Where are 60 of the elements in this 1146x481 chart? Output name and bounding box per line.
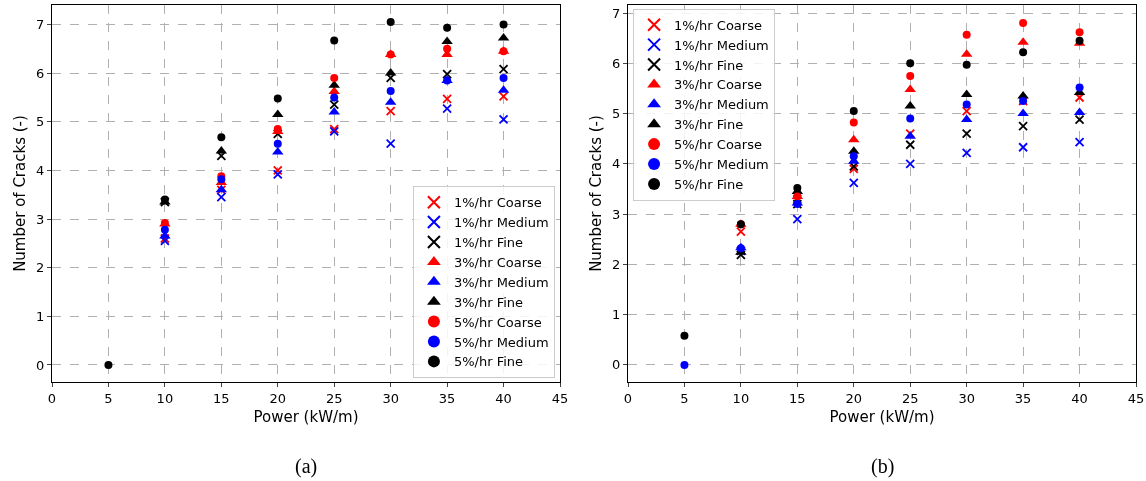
- text: (b): [871, 455, 895, 478]
- legend-label: 5%/hr Medium: [453, 334, 549, 350]
- x-tick-label: 5: [104, 390, 113, 406]
- y-tick-label: 0: [36, 357, 45, 373]
- x-tick-label: 40: [495, 390, 512, 406]
- y-tick-label: 3: [612, 206, 621, 222]
- x-tick-label: 15: [789, 390, 806, 406]
- y-axis-title: Number of Cracks (-): [11, 115, 30, 272]
- y-tick-label: 7: [612, 5, 621, 21]
- x-tick-label: 20: [845, 390, 863, 406]
- y-tick-label: 5: [36, 114, 45, 130]
- legend-label: 3%/hr Coarse: [453, 254, 542, 270]
- y-tick-label: 3: [36, 211, 45, 227]
- legend-label: 3%/hr Coarse: [674, 77, 762, 93]
- x-tick-label: 0: [623, 390, 633, 406]
- legend-label: 5%/hr Coarse: [674, 137, 762, 153]
- y-tick-label: 2: [612, 256, 621, 272]
- x-tick-label: 35: [438, 390, 456, 406]
- x-tick-label: 30: [382, 390, 399, 406]
- x-tick-label: 35: [1014, 390, 1032, 406]
- legend-label: 3%/hr Fine: [674, 117, 744, 133]
- legend-label: 5%/hr Medium: [674, 157, 769, 173]
- x-tick-label: 45: [551, 390, 569, 406]
- y-tick-label: 1: [612, 307, 621, 323]
- legend-label: 5%/hr Fine: [453, 354, 524, 370]
- y-tick-label: 2: [36, 260, 45, 276]
- text: (a): [295, 455, 318, 478]
- legend-label: 1%/hr Fine: [674, 57, 744, 73]
- x-tick-label: 15: [213, 390, 230, 406]
- legend-label: 3%/hr Fine: [453, 294, 524, 310]
- x-tick-label: 25: [901, 390, 919, 406]
- x-tick-label: 30: [958, 390, 975, 406]
- y-tick-label: 0: [612, 357, 621, 373]
- x-tick-label: 25: [325, 390, 343, 406]
- y-tick-label: 5: [612, 106, 621, 122]
- x-tick-label: 0: [47, 390, 57, 406]
- legend-label: 1%/hr Medium: [453, 215, 549, 231]
- y-axis-title: Number of Cracks (-): [587, 115, 606, 272]
- legend-label: 3%/hr Medium: [674, 97, 769, 113]
- legend-label: 5%/hr Fine: [674, 176, 744, 192]
- x-tick-label: 40: [1071, 390, 1088, 406]
- legend-label: 3%/hr Medium: [453, 274, 549, 290]
- y-tick-label: 1: [36, 308, 45, 324]
- y-tick-label: 4: [612, 156, 621, 172]
- x-tick-label: 20: [269, 390, 287, 406]
- legend-label: 1%/hr Coarse: [453, 195, 542, 211]
- legend-label: 5%/hr Coarse: [453, 314, 542, 330]
- y-tick-label: 4: [36, 162, 45, 178]
- x-tick-label: 5: [680, 390, 689, 406]
- x-tick-label: 10: [732, 390, 750, 406]
- y-tick-label: 7: [36, 17, 45, 33]
- y-tick-label: 6: [612, 55, 621, 71]
- legend-label: 1%/hr Medium: [674, 37, 769, 53]
- x-tick-label: 10: [156, 390, 174, 406]
- x-tick-label: 45: [1127, 390, 1145, 406]
- legend-label: 1%/hr Coarse: [674, 17, 762, 33]
- x-axis-title: Power (kW/m): [829, 407, 935, 426]
- y-tick-label: 6: [36, 65, 45, 81]
- legend-label: 1%/hr Fine: [453, 235, 524, 251]
- x-axis-title: Power (kW/m): [253, 407, 359, 426]
